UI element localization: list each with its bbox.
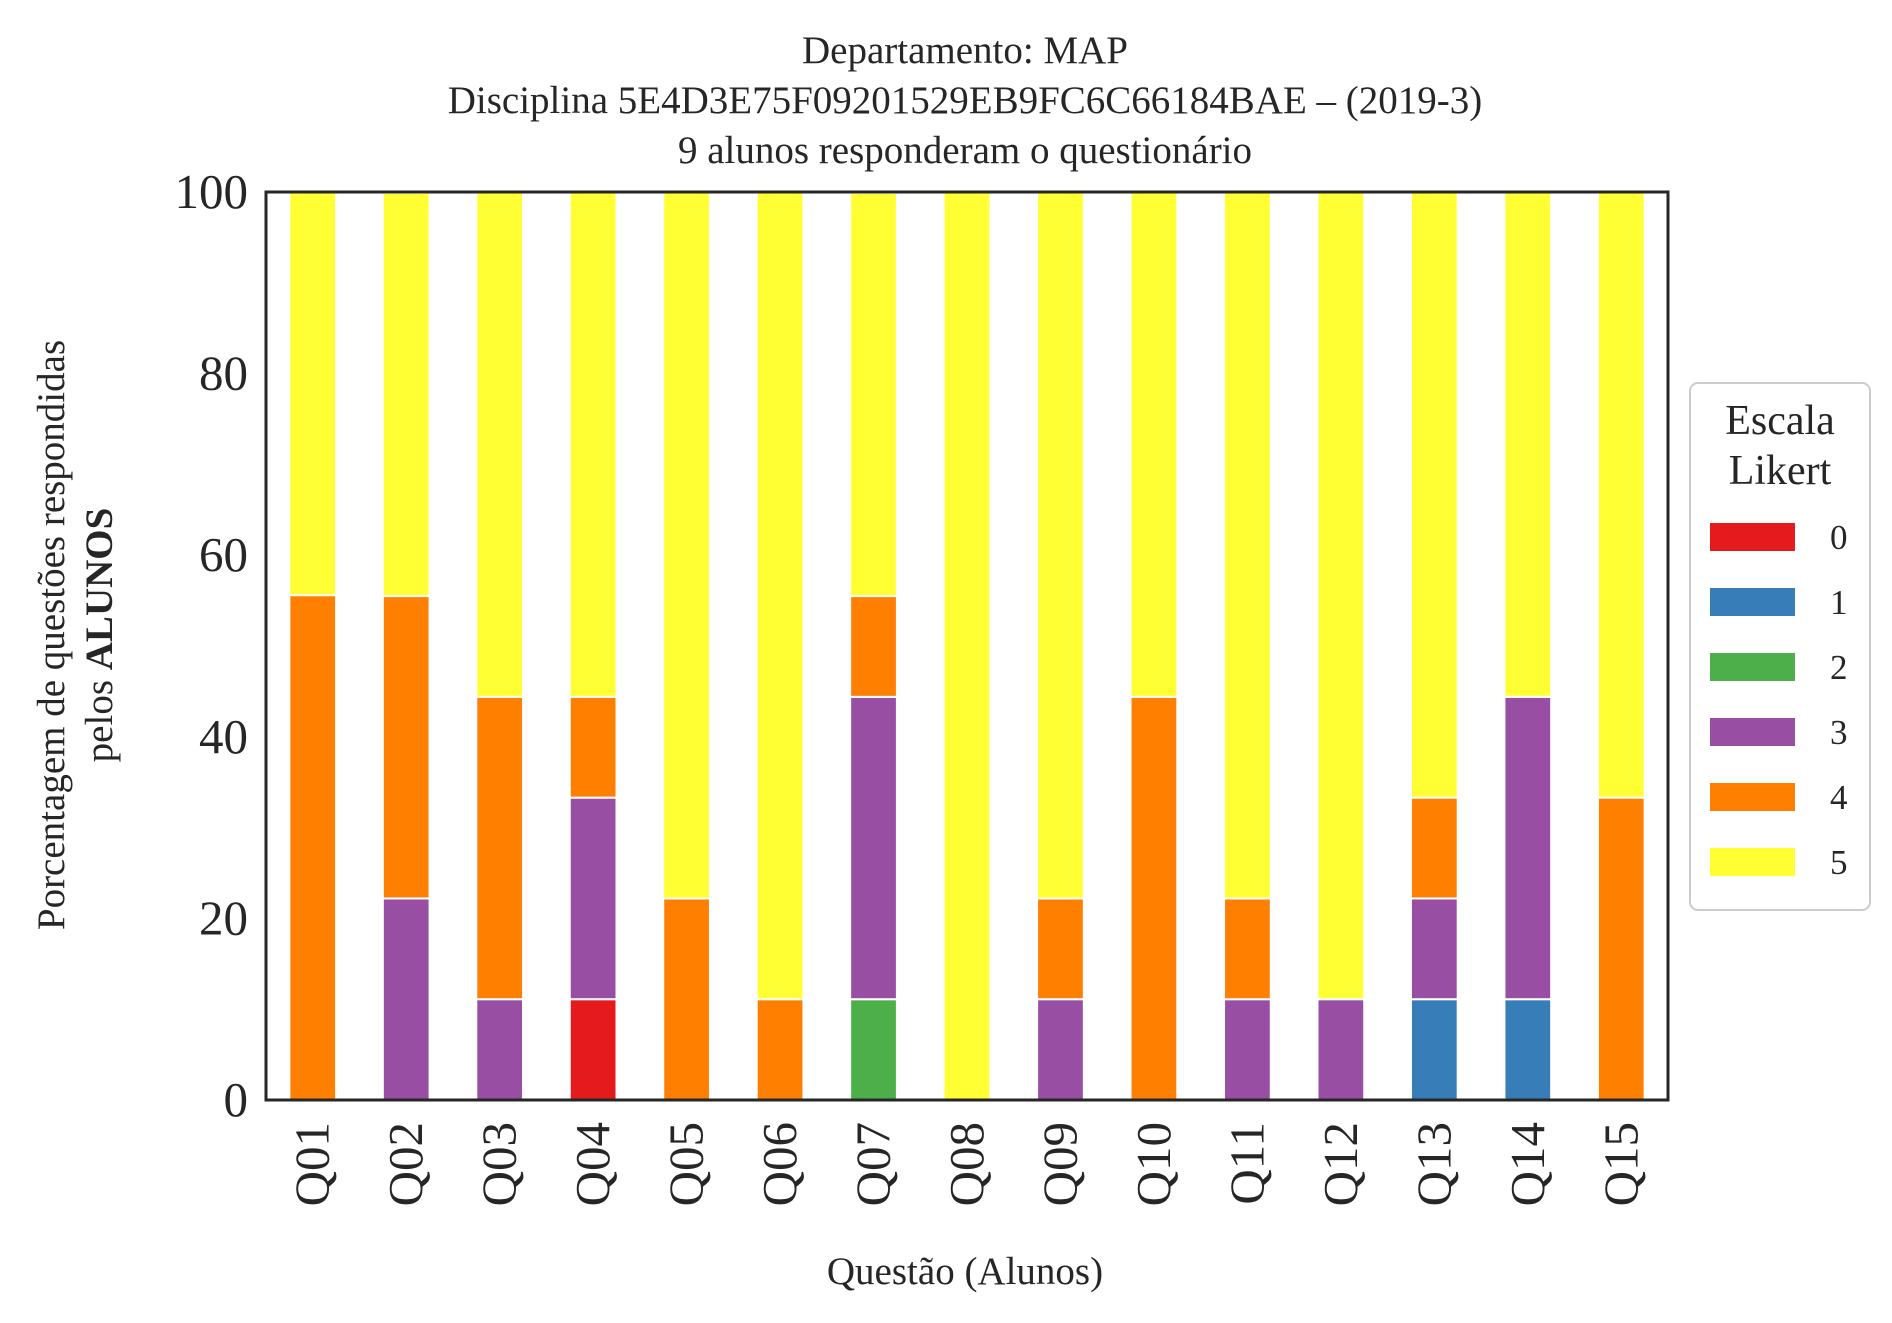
legend: Escala Likert 0 1 2 3 4 5 <box>1689 382 1871 911</box>
bar-segment-q07-level-5 <box>849 191 898 598</box>
title-line-2: Disciplina 5E4D3E75F09201529EB9FC6C66184… <box>448 79 1483 122</box>
bar-segment-q09-level-3 <box>1036 998 1085 1101</box>
bar-segment-q01-level-5 <box>288 191 338 597</box>
legend-label-4: 4 <box>1830 778 1848 817</box>
legend-entries: 0 1 2 3 4 5 <box>1710 518 1848 882</box>
y-axis-label-prefix: pelos <box>78 670 121 762</box>
x-tick-label-q08: Q08 <box>939 1122 994 1206</box>
legend-label-3: 3 <box>1830 713 1848 752</box>
bar-segment-q09-level-5 <box>1036 191 1085 900</box>
bar-segment-q05-level-4 <box>662 897 711 1102</box>
bars <box>288 191 1646 1102</box>
legend-box <box>1689 382 1871 911</box>
x-tick-label-q13: Q13 <box>1406 1122 1461 1206</box>
bar-segment-q14-level-3 <box>1503 695 1553 1001</box>
x-axis-ticks: Q01 Q02 Q03 Q04 Q05 Q06 Q07 Q08 Q09 Q10 Q11 Q12 Q13 Q… <box>285 1122 1649 1206</box>
x-tick-label-q09: Q09 <box>1032 1122 1087 1206</box>
bar-segment-q08-level-5 <box>942 191 992 1101</box>
legend-title-line-2: Likert <box>1729 448 1832 494</box>
legend-title-line-1: Escala <box>1725 398 1835 444</box>
bar-segment-q11-level-3 <box>1223 998 1272 1101</box>
y-tick-label: 40 <box>199 709 248 764</box>
bar-segment-q02-level-3 <box>381 897 431 1102</box>
y-tick-label: 80 <box>199 346 248 401</box>
y-tick-label: 60 <box>199 527 248 582</box>
bar-segment-q07-level-3 <box>849 695 898 1001</box>
x-tick-label-q10: Q10 <box>1126 1122 1181 1206</box>
legend-label-2: 2 <box>1830 648 1848 687</box>
bar-segment-q11-level-5 <box>1223 191 1272 900</box>
bar-segment-q07-level-4 <box>849 595 898 698</box>
bar-segment-q04-level-0 <box>568 998 618 1101</box>
bar-segment-q03-level-3 <box>475 998 525 1101</box>
bar-segment-q13-level-5 <box>1409 191 1459 799</box>
bar-segment-q10-level-5 <box>1129 191 1179 698</box>
bar-segment-q13-level-3 <box>1409 897 1459 1001</box>
legend-swatch-4 <box>1710 783 1795 811</box>
legend-swatch-0 <box>1710 523 1795 551</box>
title-line-3: 9 alunos responderam o questionário <box>678 129 1252 172</box>
x-tick-label-q11: Q11 <box>1219 1122 1274 1205</box>
bar-segment-q02-level-4 <box>381 595 431 900</box>
bar-segment-q14-level-1 <box>1503 998 1553 1101</box>
x-tick-label-q03: Q03 <box>472 1122 527 1206</box>
bar-segment-q15-level-5 <box>1596 191 1646 799</box>
legend-swatch-2 <box>1710 653 1795 681</box>
x-tick-label-q05: Q05 <box>659 1122 714 1206</box>
x-tick-label-q06: Q06 <box>752 1122 807 1206</box>
bar-segment-q03-level-4 <box>475 695 525 1001</box>
bar-segment-q12-level-5 <box>1316 191 1366 1001</box>
legend-label-0: 0 <box>1830 518 1848 557</box>
chart-title: Departamento: MAP Disciplina 5E4D3E75F09… <box>448 29 1483 172</box>
bar-segment-q01-level-4 <box>288 594 338 1101</box>
bar-segment-q10-level-4 <box>1129 695 1179 1102</box>
x-tick-label-q15: Q15 <box>1593 1122 1648 1206</box>
legend-label-5: 5 <box>1830 843 1848 882</box>
bar-segment-q06-level-5 <box>755 191 805 1001</box>
y-axis-label-line-2: pelos ALUNOS <box>78 508 121 763</box>
legend-swatch-3 <box>1710 718 1795 746</box>
legend-label-1: 1 <box>1830 583 1848 622</box>
bar-segment-q13-level-4 <box>1409 796 1459 900</box>
x-tick-label-q07: Q07 <box>846 1122 901 1206</box>
bar-segment-q14-level-5 <box>1503 191 1553 698</box>
bar-segment-q15-level-4 <box>1596 796 1646 1101</box>
bar-segment-q04-level-3 <box>568 796 618 1001</box>
x-tick-label-q04: Q04 <box>565 1122 620 1206</box>
bar-segment-q07-level-2 <box>849 998 898 1101</box>
bar-segment-q06-level-4 <box>755 998 805 1101</box>
x-tick-label-q12: Q12 <box>1313 1122 1368 1206</box>
bar-segment-q03-level-5 <box>475 191 525 698</box>
bar-segment-q09-level-4 <box>1036 897 1085 1001</box>
x-axis-label: Questão (Alunos) <box>827 1250 1103 1293</box>
title-line-1: Departamento: MAP <box>802 29 1128 72</box>
y-axis-ticks: 0 20 40 60 80 100 <box>175 164 249 1127</box>
plot-frame <box>264 190 1670 1102</box>
y-tick-label: 0 <box>224 1072 249 1127</box>
bar-segment-q13-level-1 <box>1409 998 1459 1101</box>
y-axis-label-bold: ALUNOS <box>78 508 121 671</box>
bar-segment-q04-level-5 <box>568 191 618 698</box>
bar-segment-q11-level-4 <box>1223 897 1272 1001</box>
x-tick-label-q14: Q14 <box>1500 1122 1555 1206</box>
x-tick-label-q02: Q02 <box>378 1122 433 1206</box>
legend-swatch-1 <box>1710 588 1795 616</box>
y-axis-label: Porcentagem de questões respondidas pelo… <box>30 340 121 930</box>
y-axis-label-line-1: Porcentagem de questões respondidas <box>30 340 73 930</box>
bar-segment-q02-level-5 <box>381 191 431 598</box>
legend-swatch-5 <box>1710 848 1795 876</box>
y-tick-label: 100 <box>175 164 249 219</box>
x-tick-label-q01: Q01 <box>285 1122 340 1206</box>
y-tick-label: 20 <box>199 890 248 945</box>
bar-segment-q12-level-3 <box>1316 998 1366 1101</box>
bar-segment-q05-level-5 <box>662 191 711 900</box>
bar-segment-q04-level-4 <box>568 695 618 799</box>
